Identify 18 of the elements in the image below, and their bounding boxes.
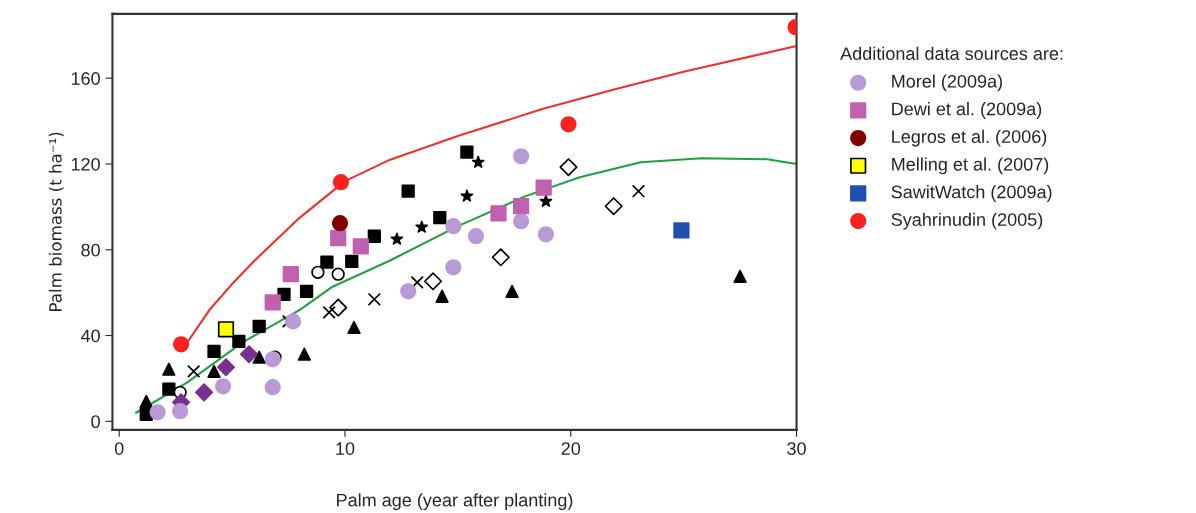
x-tick-label: 20 xyxy=(561,442,581,455)
legend-label: Melling et al. (2007) xyxy=(892,157,1049,175)
y-tick-label: 160 xyxy=(71,72,100,85)
legend-label: Dewi et al. (2009a) xyxy=(892,102,1042,119)
legend-label: Syahrinudin (2005) xyxy=(891,212,1043,230)
y-tick-label: 120 xyxy=(71,157,100,171)
y-tick-label: 0 xyxy=(91,415,100,429)
y-axis-title: Palm biomass (t ha⁻¹) xyxy=(48,132,64,311)
legend-label: Morel (2009a) xyxy=(892,74,1002,92)
y-tick-label: 80 xyxy=(81,243,100,257)
x-axis-title: Palm age (year after planting) xyxy=(337,493,573,511)
y-tick-label: 40 xyxy=(80,329,100,343)
x-tick-label: 10 xyxy=(336,442,355,455)
legend-title: Additional data sources are: xyxy=(840,46,1063,61)
x-tick-label: 30 xyxy=(787,442,806,455)
x-tick-label: 0 xyxy=(114,442,124,455)
legend-label: Legros et al. (2006) xyxy=(892,129,1047,147)
legend-label: SawitWatch (2009a) xyxy=(891,185,1052,202)
